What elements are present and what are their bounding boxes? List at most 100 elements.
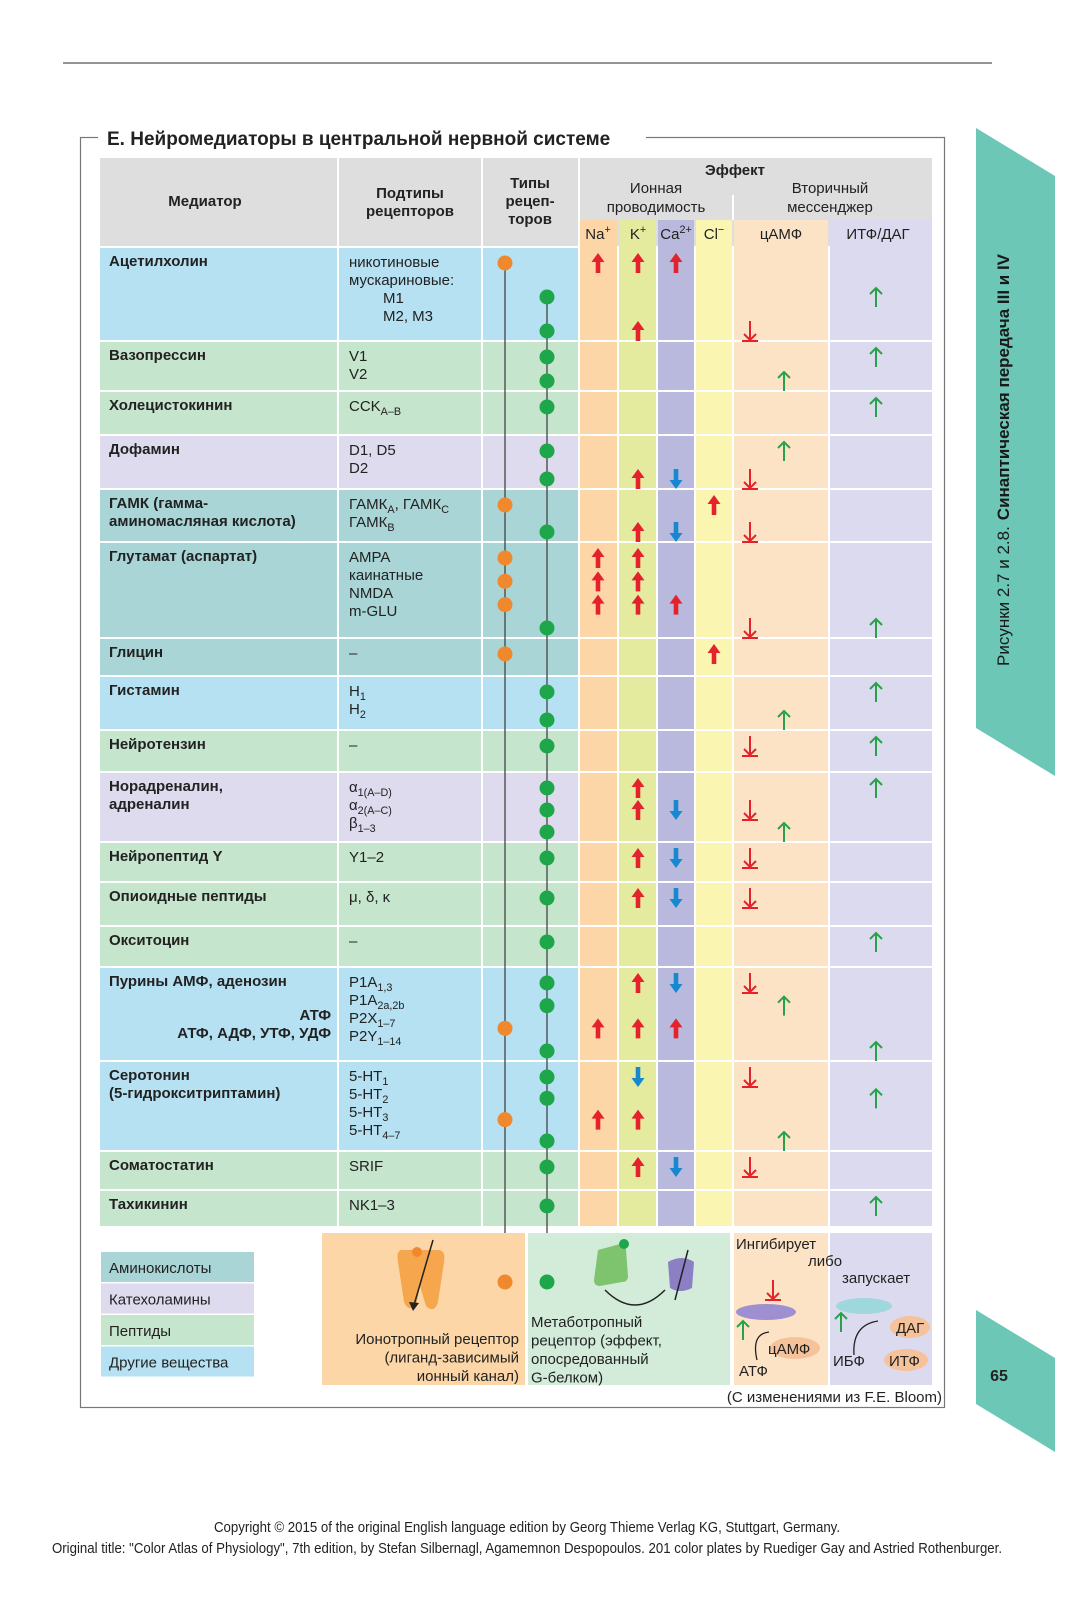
type-cell <box>483 543 578 637</box>
ion-arrow <box>591 1018 605 1039</box>
type-cell <box>483 968 578 1060</box>
subtype: V1 <box>349 348 367 365</box>
subtype-part: 1–7 <box>377 1018 395 1030</box>
header-ion-part: 2+ <box>679 224 691 236</box>
mediator-cell <box>100 436 337 488</box>
subtype-part: AMPA <box>349 549 390 566</box>
ion-arrow <box>707 644 721 664</box>
receptor-dot <box>539 399 555 415</box>
subtype-cell <box>339 677 481 729</box>
row-separator <box>580 1150 932 1152</box>
mediator-name: (5-гидрокситриптамин) <box>109 1085 280 1102</box>
subtype: P2X1–7 <box>349 1010 395 1030</box>
receptor-dot <box>539 443 555 459</box>
messenger-arrow <box>869 1040 883 1061</box>
subtype-cell <box>339 436 481 488</box>
messenger-arrow <box>869 396 883 417</box>
subtype-part: α <box>349 779 358 796</box>
messenger-arrow <box>742 736 758 757</box>
side-tab-text: Рисунки 2.7 и 2.8. Синаптическая передача… <box>994 253 1013 666</box>
metabotropic-box <box>528 1233 730 1385</box>
mediator-name: Опиоидные пептиды <box>109 888 267 905</box>
subtype: 5-HT1 <box>349 1068 388 1088</box>
subtype: μ, δ, κ <box>349 889 391 906</box>
subtype-part: P2Y <box>349 1028 377 1045</box>
messenger-arrow <box>742 1157 758 1178</box>
header-ionic: проводимость <box>607 199 706 216</box>
subtype-part: , ГАМК <box>395 496 442 513</box>
receptor-dot <box>539 349 555 365</box>
subtype: ГАМКA, ГАМКC <box>349 496 449 516</box>
mediator-cell <box>100 731 337 771</box>
subtype-part: 3 <box>382 1112 388 1124</box>
ion-arrow <box>631 522 645 542</box>
metabotropic-text: рецептор (эффект, <box>531 1333 662 1350</box>
subtype: M2, M3 <box>383 308 433 325</box>
row-separator <box>580 771 932 773</box>
subtype-part: CCK <box>349 398 381 415</box>
type-cell <box>483 927 578 966</box>
subtype-cell <box>339 543 481 637</box>
subtype-part: 4–7 <box>382 1130 400 1142</box>
subtype-part: Y1–2 <box>349 849 384 866</box>
legend-swatch <box>101 1283 254 1314</box>
ligand <box>619 1239 629 1249</box>
receptor-dot <box>497 1274 513 1290</box>
subtype: H1 <box>349 683 366 703</box>
subtype-cell <box>339 883 481 925</box>
mediator-name: Нейропептид Y <box>109 848 222 865</box>
mediator-cell <box>100 1152 337 1189</box>
subtype-part: V1 <box>349 348 367 365</box>
subtype-part: 1–14 <box>377 1036 401 1048</box>
subtype: NK1–3 <box>349 1197 395 1214</box>
subtype: – <box>349 933 358 950</box>
mediator-name: Соматостатин <box>109 1157 214 1174</box>
legend-label: Катехоламины <box>109 1292 211 1309</box>
receptor-dot <box>539 998 555 1014</box>
ion-arrow <box>591 594 605 615</box>
ion-arrow <box>631 321 645 341</box>
metabotropic-text: Метаботропный <box>531 1314 642 1331</box>
legend-label: Другие вещества <box>109 1355 229 1372</box>
receptor-dot <box>539 1090 555 1106</box>
mediator-cell <box>100 490 337 541</box>
header-second: Вторичный <box>792 180 869 197</box>
mediator-cell <box>100 677 337 729</box>
messenger-text: Ингибирует <box>736 1236 816 1253</box>
ion-arrow <box>631 1109 645 1130</box>
messenger-arrow <box>742 800 758 821</box>
subtype-part: P2X <box>349 1010 377 1027</box>
messenger-arrow <box>869 931 883 952</box>
header-gap <box>732 195 734 220</box>
ion-arrow <box>669 800 683 820</box>
subtype: мускариновые: <box>349 272 454 289</box>
messenger-arrow <box>742 522 758 543</box>
messenger-text: запускает <box>842 1270 910 1287</box>
subtype-cell <box>339 773 481 841</box>
mediator-name: Дофамин <box>109 441 180 458</box>
mediator-cell <box>100 543 337 637</box>
ion-arrow <box>669 973 683 993</box>
row-separator <box>580 925 932 927</box>
mediator-name: Тахикинин <box>109 1196 188 1213</box>
messenger-arrow <box>742 469 758 490</box>
column-bg <box>734 220 828 1228</box>
messenger-arrow <box>777 709 791 730</box>
mediator-name: АТФ, АДФ, УТФ, УДФ <box>177 1025 331 1042</box>
subtype: M1 <box>383 290 404 307</box>
receptor-dot <box>539 524 555 540</box>
receptor-dot <box>539 289 555 305</box>
mediator-name: Ацетилхолин <box>109 253 208 270</box>
subtype: α1(A–D) <box>349 779 392 799</box>
source: (С изменениями из F.E. Bloom) <box>727 1389 942 1406</box>
messenger-arrow <box>742 973 758 994</box>
header-ion-part: + <box>640 224 646 236</box>
type-cell <box>483 1191 578 1226</box>
messenger-arrow <box>869 777 883 798</box>
receptor-dot <box>539 1069 555 1085</box>
subtype-cell <box>339 843 481 881</box>
mediator-cell <box>100 1062 337 1150</box>
messenger-text: ИТФ <box>889 1353 920 1370</box>
header-types: рецеп- <box>505 193 554 210</box>
